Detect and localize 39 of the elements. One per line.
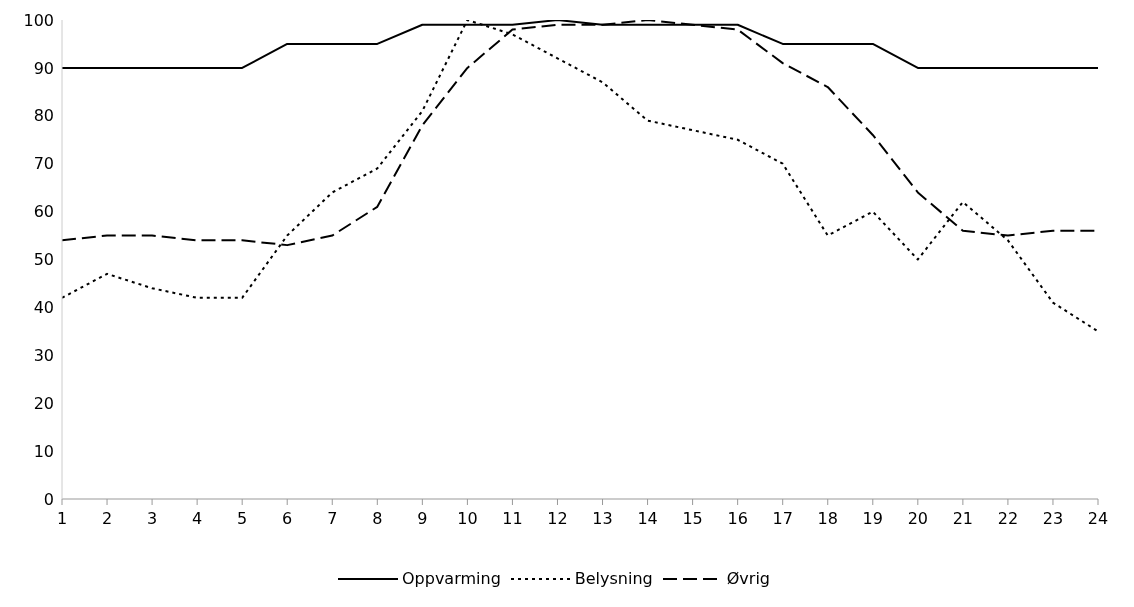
x-tick-label: 21 [952,509,974,529]
legend-label: Oppvarming [401,569,501,588]
y-tick-label: 30 [33,345,54,365]
x-tick-label: 11 [502,509,523,529]
y-tick-label: 100 [23,10,54,30]
x-tick-label: 18 [817,509,838,529]
y-tick-label: 20 [33,393,54,413]
y-tick-label: 60 [33,202,54,222]
x-tick-label: 13 [592,509,613,529]
y-tick-label: 50 [33,250,54,270]
x-tick-label: 1 [56,509,68,529]
x-tick-label: 10 [457,509,478,529]
x-tick-label: 8 [372,509,383,529]
x-tick-label: 5 [237,509,248,529]
x-tick-label: 9 [417,509,428,529]
x-tick-label: 16 [727,509,748,529]
x-tick-label: 12 [547,509,568,529]
x-tick-label: 23 [1042,509,1064,529]
x-tick-label: 7 [327,509,338,529]
y-tick-label: 40 [33,298,54,318]
x-tick-label: 4 [192,509,203,529]
x-tick-label: 22 [997,509,1019,529]
x-tick-label: 15 [682,509,703,529]
x-tick-label: 19 [862,509,883,529]
x-tick-label: 17 [772,509,793,529]
x-tick-label: 2 [101,509,113,529]
legend-label: Belysning [574,569,653,588]
x-tick-label: 20 [907,509,929,529]
y-tick-label: 10 [33,441,54,461]
y-tick-label: 70 [33,154,54,174]
x-tick-label: 3 [146,509,158,529]
y-tick-label: 0 [43,489,54,509]
x-tick-label: 6 [282,509,293,529]
legend-label: Øvrig [726,569,770,588]
y-tick-label: 90 [33,58,54,78]
x-tick-label: 14 [637,509,658,529]
y-tick-label: 80 [33,106,54,126]
x-tick-label: 24 [1087,509,1109,529]
line-series [62,20,1098,333]
